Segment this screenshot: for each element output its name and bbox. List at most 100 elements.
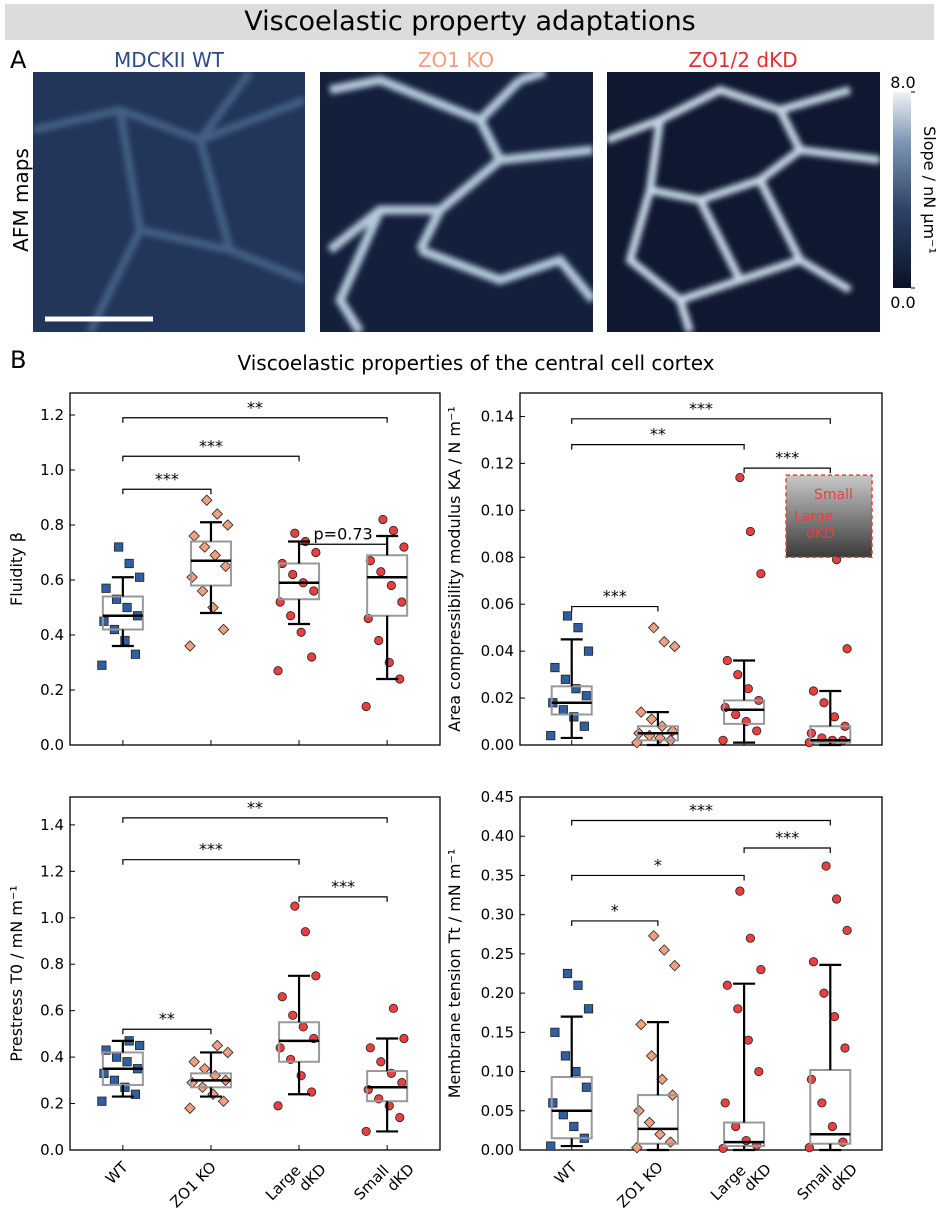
point [211,1039,224,1052]
point [361,1126,371,1137]
significance-label: *** [199,436,223,455]
point [97,1096,107,1106]
point [831,894,842,904]
significance-label: ** [650,425,666,444]
significance-bracket [571,418,831,424]
point [378,514,388,525]
x-tick-label: ZO1 KO [167,1158,220,1210]
point [722,980,732,990]
significance-bracket [571,444,745,450]
y-tick-label: 0.0 [40,736,64,754]
point [745,933,755,943]
significance-bracket [122,859,300,865]
point [668,640,681,653]
point [838,1137,848,1147]
point [842,925,852,935]
point [114,542,124,552]
y-tick-label: 0.8 [40,955,64,973]
point [120,1082,130,1092]
point [546,731,556,741]
y-tick-label: 0.10 [481,501,514,519]
y-tick-label: 0.2 [40,1095,64,1113]
y-tick-label: 1.0 [40,461,64,479]
point [643,729,656,742]
y-tick-label: 0.02 [481,689,514,707]
y-tick-label: 0.35 [481,866,514,884]
point [562,968,573,979]
point [808,686,819,696]
point [808,957,819,967]
significance-bracket [571,920,659,926]
point [635,706,647,718]
point [99,616,109,626]
point [290,528,300,538]
point [221,519,234,531]
colorbar-tick-label: 8.0 [890,73,915,92]
point [562,611,573,621]
chart: 0.00 0.05 0.10 0.15 0.20 0.25 0.30 0.35 0.40 0.45… [445,788,883,1211]
point [806,728,816,738]
point [211,508,224,520]
plot-frame [519,796,883,1151]
significance-label: *** [603,587,627,606]
point [196,585,209,597]
point [666,725,679,737]
point [111,1052,122,1062]
point [819,698,829,708]
y-tick-label: 0.05 [481,1102,514,1120]
panel-label: A [10,46,27,74]
point [829,712,840,722]
panel-title: Viscoelastic properties of the central c… [237,351,714,375]
x-tick-label: WT [102,1158,132,1188]
point [286,611,296,621]
x-tick-label: ZO1 KO [614,1158,667,1210]
point [579,721,589,731]
y-tick-label: 0.06 [481,595,514,613]
point [668,959,681,972]
plot-frame [69,796,441,1151]
point [583,1004,594,1014]
point [207,601,219,614]
point [647,930,660,942]
point [221,1046,234,1059]
y-tick-label: 0.20 [481,984,514,1002]
significance-label: *** [689,399,713,418]
y-tick-label: 0.45 [481,788,514,806]
y-tick-label: 0.6 [40,1002,64,1020]
y-tick-label: 0.14 [481,407,514,425]
point [207,1088,219,1101]
figure-title: Viscoelastic property adaptations [244,6,696,37]
y-axis-label: Area compressibility modulus KA / N m⁻¹ [445,406,464,732]
point [558,705,568,715]
point [97,660,107,670]
point [388,525,399,536]
point [581,1082,592,1092]
significance-bracket [122,1028,212,1035]
map-title: ZO1/2 dKD [688,48,797,72]
y-tick-label: 1.2 [40,406,64,424]
point [548,1098,558,1108]
point [198,541,211,553]
point [290,901,300,911]
point [200,494,213,507]
point [654,1128,666,1141]
point [842,644,852,654]
point [275,1043,285,1053]
significance-bracket [571,874,745,881]
point [198,1062,211,1075]
point [560,674,571,684]
plot-frame [69,392,441,746]
y-axis-label: Fluidity β [7,532,26,606]
significance-bracket [298,896,388,902]
point [743,1035,753,1045]
significance-bracket [122,417,388,423]
significance-bracket [743,847,831,853]
point [188,530,200,542]
y-tick-label: 0.25 [481,945,514,963]
point [309,586,319,596]
point [735,472,745,483]
y-tick-label: 0.4 [40,1048,64,1066]
x-tick-label: WT [551,1158,581,1188]
